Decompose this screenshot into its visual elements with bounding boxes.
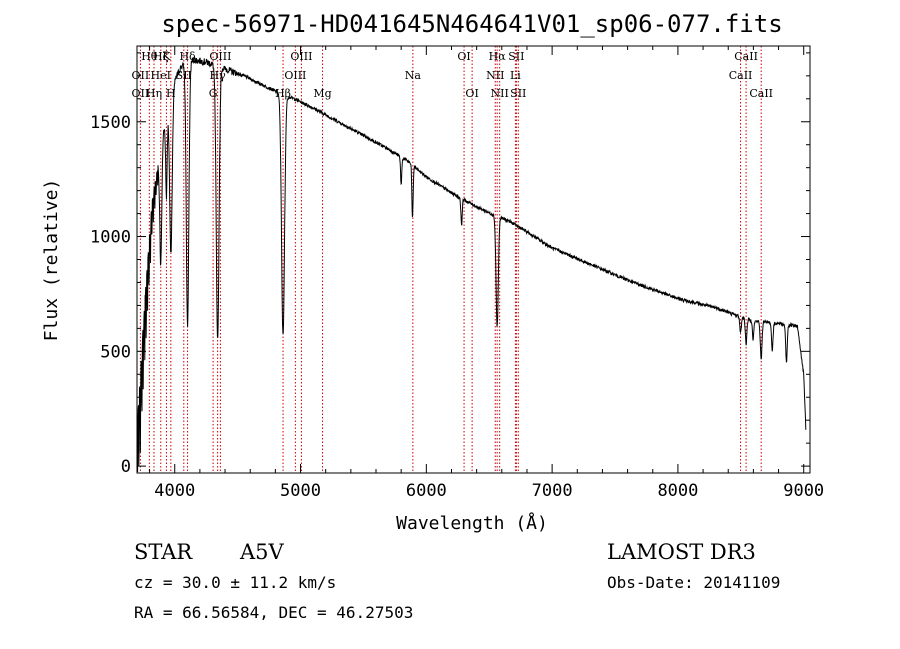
line-marker-label: CaII	[729, 69, 753, 82]
line-marker-label: OII	[132, 87, 150, 100]
plot-frame	[136, 45, 811, 474]
y-axis-label: Flux (relative)	[41, 179, 62, 342]
line-marker-label: NII	[491, 87, 509, 100]
line-marker-label: G	[209, 87, 218, 100]
line-marker-label: Hδ	[179, 50, 196, 63]
chart-title: spec-56971-HD041645N464641V01_sp06-077.f…	[161, 10, 782, 38]
object-class: STAR	[134, 540, 193, 564]
x-tick-label: 8000	[657, 481, 698, 501]
y-tick-label: 0	[121, 457, 131, 477]
line-marker-label: Hθ	[141, 50, 158, 63]
line-marker-label: HeI	[151, 69, 171, 82]
line-marker-label: Na	[405, 69, 422, 82]
x-axis-label: Wavelength (Å)	[396, 512, 548, 534]
line-marker-label: OII	[132, 69, 150, 82]
x-tick-label: 6000	[406, 481, 447, 501]
spectrum-curve	[136, 57, 807, 473]
y-tick-label: 1500	[90, 113, 131, 133]
line-marker-label: Hγ	[210, 69, 227, 82]
line-marker-label: Hη	[146, 87, 162, 100]
coordinates: RA = 66.56584, DEC = 46.27503	[134, 603, 414, 622]
line-markers	[139, 46, 762, 473]
x-tick-label: 9000	[783, 481, 824, 501]
line-marker-label: H	[166, 87, 176, 100]
line-marker-label: CaII	[734, 50, 758, 63]
line-marker-label: Mg	[313, 87, 331, 100]
line-marker-label: Hβ	[275, 87, 291, 100]
line-marker-label: OIII	[284, 69, 306, 82]
x-tick-label: 5000	[280, 481, 321, 501]
line-marker-label: Hζ	[153, 50, 169, 63]
x-axis-ticks: 4000 5000 6000 7000 8000 9000	[149, 46, 824, 501]
x-tick-label: 4000	[154, 481, 195, 501]
y-axis-ticks: 0 500 1000 1500	[90, 52, 810, 477]
survey-name: LAMOST DR3	[607, 540, 756, 564]
spectrum-line	[136, 57, 807, 473]
line-marker-label: SII	[510, 87, 526, 100]
line-marker-label: OI	[465, 87, 478, 100]
redshift-cz: cz = 30.0 ± 11.2 km/s	[134, 573, 337, 592]
line-marker-label: NII	[486, 69, 504, 82]
y-tick-label: 1000	[90, 228, 131, 248]
spectral-subclass: A5V	[240, 540, 284, 564]
observation-date: Obs-Date: 20141109	[607, 573, 781, 592]
line-marker-label: CaII	[749, 87, 773, 100]
line-marker-label: OIII	[290, 50, 312, 63]
line-marker-label: OI	[457, 50, 470, 63]
x-tick-label: 7000	[532, 481, 573, 501]
line-marker-label: OIII	[209, 50, 231, 63]
line-marker-label: K	[162, 50, 171, 63]
line-marker-label: SII	[176, 69, 192, 82]
y-tick-label: 500	[100, 342, 131, 362]
line-marker-label: Li	[510, 69, 521, 82]
line-marker-label: SII	[508, 50, 524, 63]
line-marker-label: Hα	[489, 50, 507, 63]
